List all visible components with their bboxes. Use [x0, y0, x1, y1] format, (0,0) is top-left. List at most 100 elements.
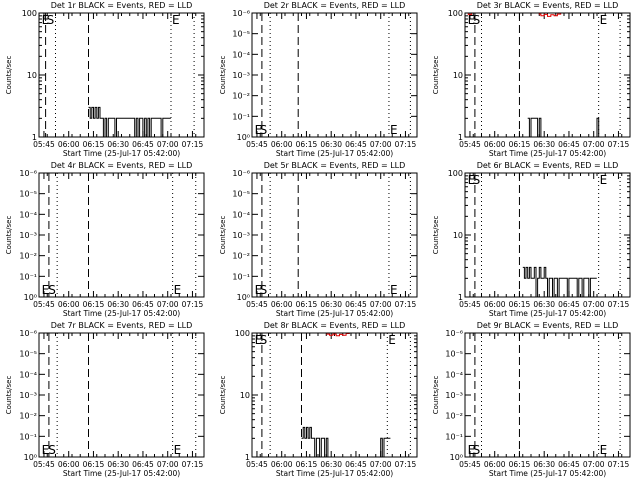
x-tick-label: 07:15 — [608, 140, 630, 149]
x-tick-label: 06:00 — [58, 460, 80, 469]
x-tick-label: 07:00 — [583, 300, 605, 309]
event-marker-s: S — [47, 13, 55, 27]
panel-svg: Det 7r BLACK = Events, RED = LLD 10⁰ 10⁻¹ 1… — [5, 321, 205, 478]
x-tick-label: 07:15 — [395, 460, 417, 469]
x-axis-label: Start Time (25-Jul-17 05:42:00) — [63, 469, 180, 478]
event-marker-s: S — [473, 13, 481, 27]
panel-title: Det 9r BLACK = Events, RED = LLD — [477, 321, 619, 330]
x-tick-label: 07:00 — [157, 460, 179, 469]
event-marker-e: E — [390, 123, 398, 137]
event-marker-e: E — [468, 173, 476, 187]
x-axis-label: Start Time (25-Jul-17 05:42:00) — [63, 149, 180, 158]
x-axis-label: Start Time (25-Jul-17 05:42:00) — [489, 149, 606, 158]
x-tick-label: 06:15 — [509, 460, 531, 469]
x-tick-label: 07:00 — [370, 460, 392, 469]
plot-frame — [464, 332, 631, 458]
detector-panel-9: Det 9r BLACK = Events, RED = LLD 10⁰ 10⁻¹ 1… — [426, 320, 639, 480]
y-tick-label: 100 — [448, 169, 463, 178]
detector-panel-1: Det 1r BLACK = Events, RED = LLD 1 10 100 Co… — [0, 0, 213, 160]
x-tick-label: 06:30 — [320, 460, 342, 469]
events-series-line — [88, 106, 171, 138]
plot-frame — [464, 12, 631, 138]
x-tick-label: 05:45 — [459, 460, 481, 469]
y-tick-label: 10⁻² — [19, 412, 37, 421]
x-tick-label: 07:15 — [182, 300, 204, 309]
x-tick-label: 06:45 — [558, 300, 580, 309]
x-tick-label: 07:00 — [583, 460, 605, 469]
panel-title: Det 7r BLACK = Events, RED = LLD — [51, 321, 193, 330]
lld-series-line — [465, 12, 563, 17]
x-tick-label: 07:15 — [182, 460, 204, 469]
event-marker-e: E — [390, 283, 398, 297]
x-axis-label: Start Time (25-Jul-17 05:42:00) — [276, 469, 393, 478]
x-tick-label: 06:30 — [107, 140, 129, 149]
panel-title: Det 8r BLACK = Events, RED = LLD — [264, 321, 406, 330]
detector-panel-8: Det 8r BLACK = Events, RED = LLD 1 10 100 Co… — [213, 320, 426, 480]
panel-title: Det 3r BLACK = Events, RED = LLD — [477, 1, 619, 10]
x-tick-label: 05:45 — [33, 460, 55, 469]
x-tick-label: 05:45 — [246, 460, 268, 469]
x-tick-label: 07:15 — [182, 140, 204, 149]
x-axis-label: Start Time (25-Jul-17 05:42:00) — [276, 309, 393, 318]
x-tick-label: 05:45 — [459, 140, 481, 149]
event-marker-e: E — [600, 173, 608, 187]
x-tick-label: 05:45 — [459, 300, 481, 309]
y-tick-label: 10⁰ — [450, 453, 463, 462]
y-tick-label: 10⁻³ — [19, 231, 37, 240]
x-tick-label: 06:45 — [345, 140, 367, 149]
y-tick-label: 10⁻¹ — [232, 272, 250, 281]
y-tick-label: 10⁰ — [24, 293, 37, 302]
event-marker-e: E — [468, 13, 476, 27]
x-tick-label: 06:45 — [132, 460, 154, 469]
event-marker-e: E — [172, 13, 180, 27]
y-axis-label: Counts/sec — [432, 216, 440, 255]
x-tick-label: 07:00 — [583, 140, 605, 149]
y-tick-label: 10⁰ — [24, 453, 37, 462]
x-tick-label: 05:45 — [246, 300, 268, 309]
y-tick-label: 10⁻³ — [232, 231, 250, 240]
y-tick-label: 10⁻⁴ — [445, 370, 463, 379]
panel-title: Det 5r BLACK = Events, RED = LLD — [264, 161, 406, 170]
y-tick-label: 10⁻² — [232, 92, 250, 101]
event-marker-e: E — [174, 283, 182, 297]
x-tick-label: 07:00 — [157, 300, 179, 309]
y-axis-label: Counts/sec — [432, 56, 440, 95]
x-axis-label: Start Time (25-Jul-17 05:42:00) — [489, 309, 606, 318]
x-tick-label: 06:00 — [58, 140, 80, 149]
y-tick-label: 10⁻² — [445, 412, 463, 421]
panel-svg: Det 2r BLACK = Events, RED = LLD 10⁰ 10⁻¹ 1… — [219, 1, 418, 158]
x-tick-label: 06:30 — [320, 140, 342, 149]
x-tick-label: 06:30 — [107, 460, 129, 469]
y-tick-label: 10⁻⁵ — [19, 350, 37, 359]
x-tick-label: 06:15 — [509, 140, 531, 149]
x-axis-label: Start Time (25-Jul-17 05:42:00) — [489, 469, 606, 478]
x-tick-label: 06:45 — [345, 460, 367, 469]
panel-svg: Det 6r BLACK = Events, RED = LLD 1 10 100 Co… — [432, 161, 631, 318]
event-marker-e: E — [42, 443, 50, 457]
x-tick-label: 06:15 — [296, 140, 318, 149]
y-tick-label: 10⁻¹ — [19, 432, 37, 441]
plot-frame — [38, 332, 205, 458]
event-marker-e: E — [468, 443, 476, 457]
y-tick-label: 10⁻³ — [232, 71, 250, 80]
event-marker-s: S — [473, 443, 481, 457]
event-marker-e: E — [255, 283, 263, 297]
event-marker-s: S — [260, 123, 268, 137]
panel-svg: Det 5r BLACK = Events, RED = LLD 10⁰ 10⁻¹ 1… — [219, 161, 418, 318]
x-tick-label: 07:00 — [157, 140, 179, 149]
x-tick-label: 06:00 — [484, 460, 506, 469]
y-tick-label: 1 — [245, 453, 250, 462]
x-tick-label: 06:00 — [58, 300, 80, 309]
event-marker-e: E — [42, 13, 50, 27]
x-tick-label: 06:15 — [509, 300, 531, 309]
y-axis-label: Counts/sec — [219, 216, 227, 255]
plot-frame — [38, 12, 205, 138]
y-tick-label: 10⁻⁴ — [232, 210, 250, 219]
x-tick-label: 05:45 — [33, 140, 55, 149]
x-tick-label: 07:15 — [395, 300, 417, 309]
y-tick-label: 100 — [235, 329, 250, 338]
event-marker-e: E — [388, 333, 396, 347]
plot-frame — [38, 172, 205, 298]
plot-frame — [251, 172, 418, 298]
